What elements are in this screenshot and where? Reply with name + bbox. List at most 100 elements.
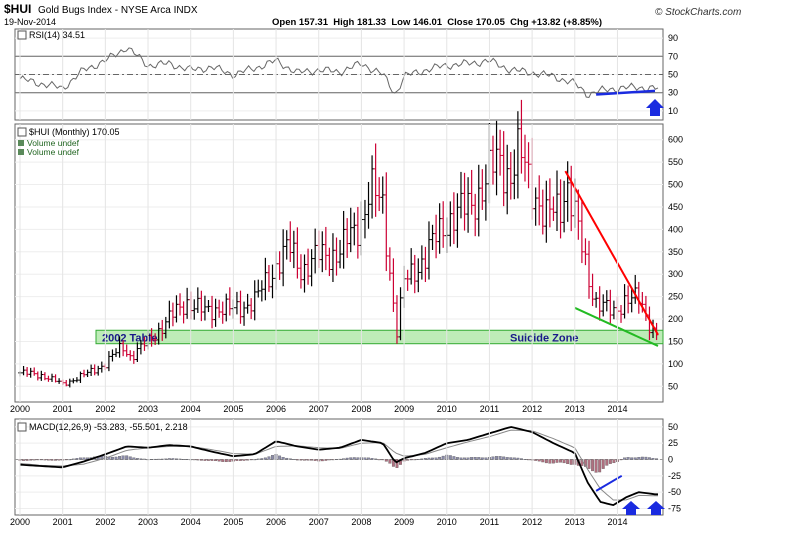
macd-histogram-bar xyxy=(214,459,218,462)
macd-tick-label: -50 xyxy=(668,487,681,497)
macd-histogram-bar xyxy=(637,457,641,460)
stockcharts-brand: © StockCharts.com xyxy=(655,7,741,18)
macd-panel xyxy=(14,418,664,516)
x-tick-label: 2009 xyxy=(394,404,414,414)
x-tick-label-bottom: 2009 xyxy=(394,517,414,527)
macd-histogram-bar xyxy=(455,457,459,460)
macd-histogram-bar xyxy=(537,459,541,462)
macd-histogram-bar xyxy=(221,459,225,462)
macd-histogram-bar xyxy=(587,459,591,469)
price-legend-swatch xyxy=(17,127,27,137)
macd-histogram-bar xyxy=(50,459,54,461)
rsi-legend-swatch xyxy=(17,30,27,40)
macd-histogram-bar xyxy=(331,459,335,461)
macd-histogram-bar xyxy=(39,459,43,461)
x-tick-label: 2010 xyxy=(437,404,457,414)
macd-histogram-bar xyxy=(438,456,442,460)
macd-histogram-bar xyxy=(111,456,114,460)
price-tick-label: 100 xyxy=(668,359,683,369)
macd-histogram-bar xyxy=(477,457,481,460)
price-tick-label: 600 xyxy=(668,135,683,145)
rsi-tick-label: 50 xyxy=(668,70,678,80)
macd-histogram-bar xyxy=(256,458,260,460)
x-tick-label-bottom: 2010 xyxy=(437,517,457,527)
x-tick-label: 2013 xyxy=(565,404,585,414)
macd-histogram-bar xyxy=(434,457,438,460)
macd-tick-label: 0 xyxy=(668,454,673,464)
macd-histogram-bar xyxy=(32,459,36,461)
rsi-line xyxy=(19,47,659,99)
macd-histogram-bar xyxy=(630,457,634,460)
macd-histogram-bar xyxy=(605,459,609,466)
x-tick-label: 2004 xyxy=(181,404,201,414)
macd-histogram-bar xyxy=(459,457,463,460)
macd-histogram-bar xyxy=(651,457,655,460)
macd-histogram-bar xyxy=(82,457,86,460)
macd-histogram-bar xyxy=(157,458,161,460)
x-tick-label: 2000 xyxy=(10,404,30,414)
macd-histogram-bar xyxy=(64,459,68,461)
macd-histogram-bar xyxy=(281,457,285,460)
macd-histogram-bar xyxy=(395,459,399,468)
volume-legend-1: Volume undef xyxy=(27,138,80,148)
macd-histogram-bar xyxy=(644,456,648,460)
x-tick-label-bottom: 2006 xyxy=(266,517,286,527)
macd-tick-label: 50 xyxy=(668,422,678,432)
macd-histogram-bar xyxy=(541,459,545,463)
x-tick-label-bottom: 2003 xyxy=(138,517,158,527)
macd-histogram-bar xyxy=(441,455,445,460)
macd-histogram-bar xyxy=(594,459,598,473)
macd-up-arrow-1 xyxy=(622,501,640,515)
x-tick-label-bottom: 2002 xyxy=(95,517,115,527)
macd-histogram-bar xyxy=(633,457,637,460)
x-tick-label: 2012 xyxy=(522,404,542,414)
price-tick-label: 450 xyxy=(668,202,683,212)
macd-histogram-bar xyxy=(519,458,523,460)
macd-histogram-bar xyxy=(68,459,72,461)
macd-histogram-bar xyxy=(128,456,132,460)
macd-histogram-bar xyxy=(249,459,253,461)
macd-histogram-bar xyxy=(512,457,516,460)
x-tick-label-bottom: 2005 xyxy=(223,517,243,527)
rsi-up-arrow xyxy=(646,99,664,116)
macd-histogram-bar xyxy=(384,459,388,462)
volume-swatch-1 xyxy=(18,140,24,146)
macd-histogram-bar xyxy=(648,457,651,460)
macd-histogram-bar xyxy=(534,459,538,461)
macd-histogram-bar xyxy=(473,457,477,460)
macd-histogram-bar xyxy=(388,459,392,464)
macd-histogram-bar xyxy=(114,456,118,460)
macd-histogram-bar xyxy=(495,456,498,460)
x-tick-label: 2011 xyxy=(480,404,499,414)
macd-histogram-bar xyxy=(655,458,659,460)
macd-histogram-bar xyxy=(363,457,367,460)
x-tick-label-bottom: 2007 xyxy=(309,517,329,527)
x-tick-label-bottom: 2004 xyxy=(181,517,201,527)
macd-histogram-bar xyxy=(263,457,267,460)
x-tick-label: 2001 xyxy=(53,404,73,414)
macd-histogram-bar xyxy=(299,459,303,461)
macd-tick-label: 25 xyxy=(668,438,678,448)
axis-layer: 2000 2000 2001 2001 2002 2002 2003 2003 2004 2004… xyxy=(10,29,627,527)
macd-histogram-bar xyxy=(448,455,452,460)
price-tick-label: 250 xyxy=(668,292,683,302)
macd-histogram-bar xyxy=(463,457,466,460)
macd-histogram-bar xyxy=(313,459,317,461)
macd-histogram-bar xyxy=(167,458,171,460)
macd-histogram-bar xyxy=(544,459,548,464)
macd-label: MACD(12,26,9) -53.283, -55.501, 2.218 xyxy=(29,422,188,432)
price-tick-label: 200 xyxy=(668,314,683,324)
macd-histogram-bar xyxy=(196,459,200,461)
macd-histogram-bar xyxy=(235,459,239,461)
macd-histogram-bar xyxy=(345,457,349,460)
macd-histogram-bar xyxy=(516,457,520,460)
macd-histogram-bar xyxy=(285,457,289,460)
macd-histogram-bar xyxy=(601,459,605,469)
macd-histogram-bar xyxy=(374,458,378,460)
macd-histogram-bar xyxy=(75,458,79,460)
macd-histogram-bar xyxy=(569,459,573,465)
macd-histogram-bar xyxy=(54,459,58,461)
macd-histogram-bar xyxy=(228,459,232,462)
macd-histogram-bar xyxy=(178,458,182,460)
macd-histogram-bar xyxy=(303,459,306,461)
